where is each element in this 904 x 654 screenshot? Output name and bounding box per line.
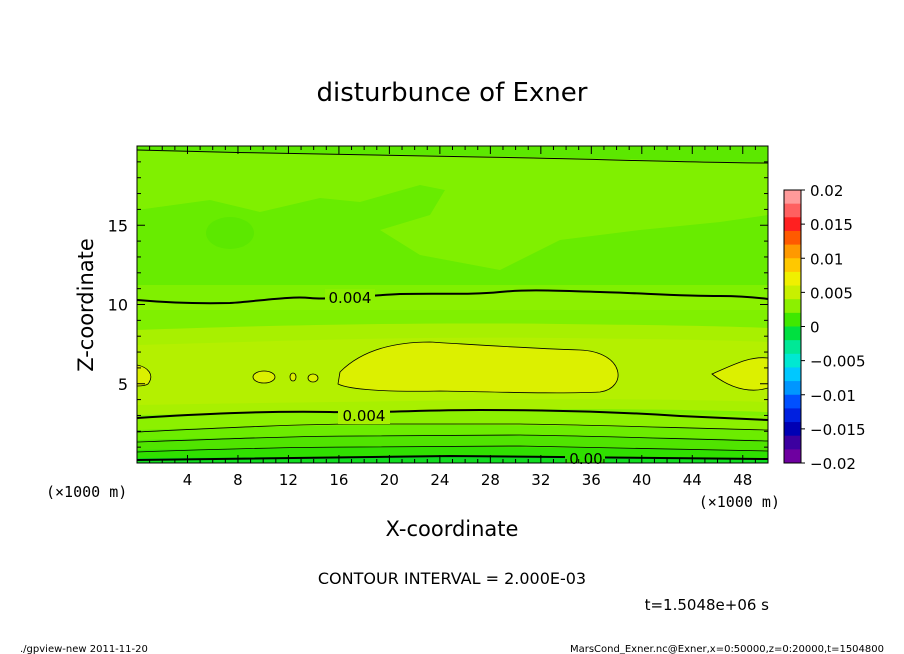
footer-left: ./gpview-new 2011-11-20 — [20, 644, 148, 654]
colorbar-label: −0.005 — [810, 353, 866, 371]
y-axis-title: Z-coordinate — [74, 238, 98, 372]
colorbar-segment — [784, 381, 801, 396]
field-core-right — [711, 357, 768, 391]
contour-line-lower-2 — [137, 434, 768, 443]
footer-right: MarsCond_Exner.nc@Exner,x=0:50000,z=0:20… — [570, 644, 884, 654]
contour-label-lower: 0.004 — [343, 407, 386, 425]
x-unit-label-right: (×1000 m) — [699, 493, 780, 511]
colorbar-label: 0.015 — [810, 216, 853, 234]
x-tick-label: 20 — [380, 471, 399, 489]
field-core-center — [337, 341, 619, 394]
field-core-small-3 — [307, 373, 319, 383]
colorbar-segment — [784, 435, 801, 450]
colorbar-segment — [784, 299, 801, 314]
field-core-small-2 — [289, 372, 297, 382]
colorbar-segment — [784, 422, 801, 437]
y-axis-ticks: 5 10 15 — [108, 161, 768, 448]
x-tick-label: 24 — [430, 471, 449, 489]
contour-label-bg-1 — [325, 289, 375, 305]
x-axis-ticks: 4 8 12 16 20 24 28 32 36 40 44 48 — [149, 146, 756, 489]
time-text: t=1.5048e+06 s — [645, 596, 770, 614]
colorbar-label: −0.015 — [810, 421, 866, 439]
contour-interval-text: CONTOUR INTERVAL = 2.000E-03 — [318, 569, 586, 588]
contour-line-004-upper — [137, 289, 768, 305]
y-tick-label: 10 — [108, 296, 128, 315]
colorbar-segment — [784, 312, 801, 327]
contour-line-lower-1 — [137, 423, 768, 433]
colorbar-segment — [784, 340, 801, 355]
colorbar-segment — [784, 271, 801, 287]
x-tick-label: 48 — [733, 471, 752, 489]
colorbar-segment — [784, 190, 801, 205]
field-core-left — [137, 364, 152, 387]
y-tick-label: 5 — [118, 375, 128, 394]
colorbar-segment — [784, 326, 801, 341]
colorbar-label: 0 — [810, 319, 820, 337]
contour-line-004-lower — [137, 408, 768, 421]
colorbar-segment — [784, 394, 801, 409]
x-tick-label: 44 — [683, 471, 702, 489]
colorbar-labels: 0.02 0.015 0.01 0.005 0 −0.005 −0.01 −0.015 −0.0… — [801, 182, 866, 473]
colorbar-segment — [784, 449, 801, 464]
colorbar-label: 0.02 — [810, 182, 843, 200]
colorbar — [783, 189, 802, 464]
contour-label-bg-2 — [338, 408, 390, 424]
contour-label-zero: 0.00 — [569, 450, 602, 468]
x-tick-label: 36 — [582, 471, 601, 489]
colorbar-segment — [784, 353, 801, 368]
contour-label-bg-3 — [565, 451, 605, 463]
x-tick-label: 16 — [329, 471, 348, 489]
contour-line-lower-3 — [137, 445, 768, 453]
field-core-small-1 — [252, 370, 276, 384]
plot-field — [137, 146, 768, 463]
colorbar-segment — [784, 244, 801, 259]
field-band-004 — [137, 290, 768, 310]
colorbar-segment — [784, 367, 801, 382]
colorbar-segment — [784, 285, 801, 300]
x-tick-label: 8 — [233, 471, 243, 489]
colorbar-label: −0.01 — [810, 387, 856, 405]
colorbar-label: −0.02 — [810, 455, 856, 473]
x-axis-title: X-coordinate — [386, 517, 519, 541]
colorbar-label: 0.005 — [810, 284, 853, 302]
x-tick-label: 40 — [632, 471, 651, 489]
colorbar-segment — [784, 408, 801, 423]
x-tick-label: 28 — [481, 471, 500, 489]
colorbar-segment — [784, 217, 801, 232]
contour-line-top — [137, 149, 768, 164]
colorbar-segment — [784, 230, 801, 246]
contour-line-zero — [137, 454, 768, 461]
field-band-top — [137, 146, 768, 162]
x-tick-label: 12 — [279, 471, 298, 489]
x-tick-label: 4 — [183, 471, 193, 489]
field-blob-left — [206, 217, 254, 249]
x-unit-label-left: (×1000 m) — [46, 483, 127, 501]
field-band-upper — [137, 185, 768, 285]
colorbar-segment — [784, 203, 801, 218]
colorbar-segment — [784, 258, 801, 273]
colorbar-label: 0.01 — [810, 250, 843, 268]
y-tick-label: 15 — [108, 216, 128, 235]
x-tick-label: 32 — [531, 471, 550, 489]
chart-title: disturbunce of Exner — [317, 78, 588, 108]
contour-label-upper: 0.004 — [329, 289, 372, 307]
